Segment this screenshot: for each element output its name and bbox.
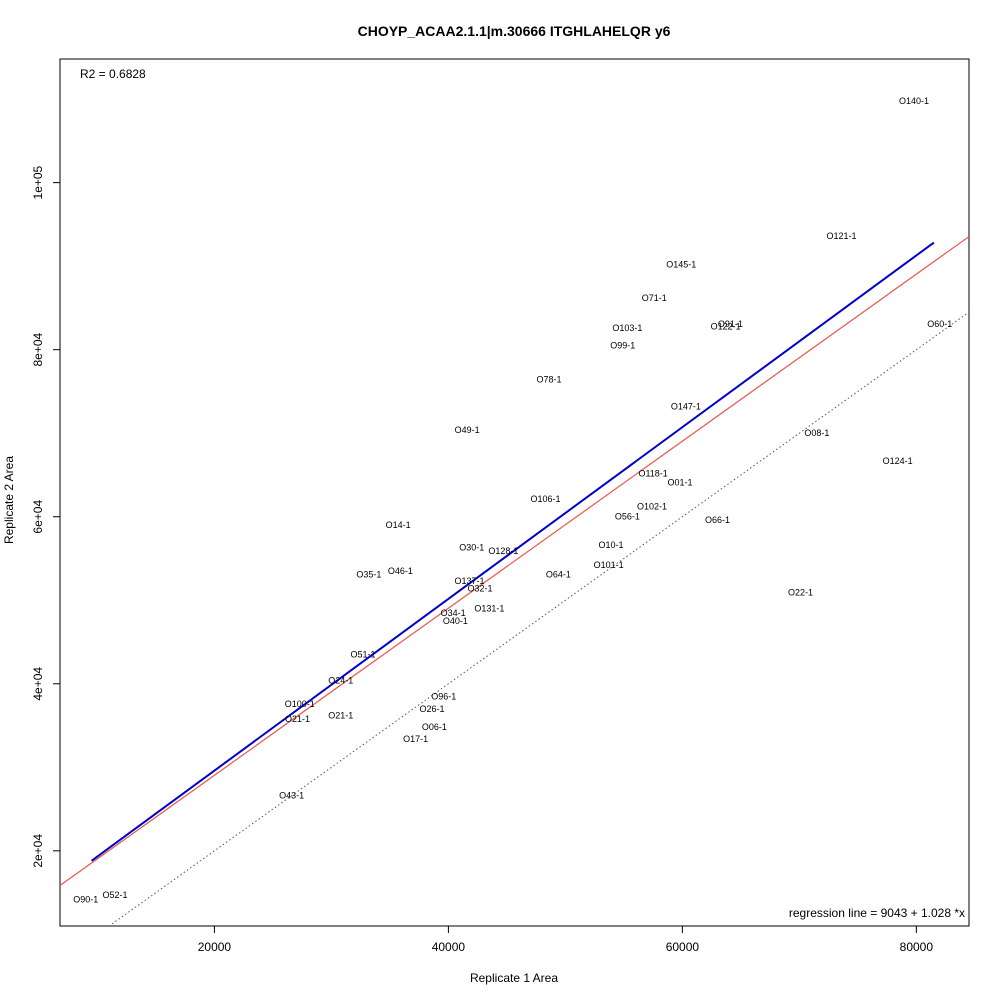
point-label: O102-1 [637, 502, 667, 512]
point-label: O01-1 [668, 477, 693, 487]
point-label: O30-1 [459, 543, 484, 553]
point-label: O26-1 [420, 704, 445, 714]
point-label: O21-1 [285, 714, 310, 724]
y-tick-label: 6e+04 [31, 500, 45, 534]
point-label: O60-1 [927, 319, 952, 329]
fit-lines [60, 236, 969, 926]
point-label: O131-1 [474, 604, 504, 614]
x-axis: 20000 40000 60000 80000 [198, 926, 934, 954]
x-tick-label: 60000 [666, 940, 700, 954]
y-tick-label: 2e+04 [31, 834, 45, 868]
identity-line [108, 311, 969, 926]
point-label: O40-1 [443, 616, 468, 626]
x-axis-label: Replicate 1 Area [470, 971, 558, 985]
point-label: O51-1 [350, 650, 375, 660]
point-label: O71-1 [642, 293, 667, 303]
point-label: O64-1 [546, 569, 571, 579]
point-label: O17-1 [403, 734, 428, 744]
point-label: O06-1 [422, 722, 447, 732]
point-label: O08-1 [804, 428, 829, 438]
point-label: O96-1 [431, 691, 456, 701]
point-label: O99-1 [610, 340, 635, 350]
point-label: O43-1 [279, 791, 304, 801]
point-label: O121-1 [826, 231, 856, 241]
point-label: O147-1 [671, 401, 701, 411]
point-label: O128-1 [488, 546, 518, 556]
reference-line [60, 236, 969, 887]
point-label: O78-1 [537, 375, 562, 385]
point-label: O106-1 [530, 494, 560, 504]
point-label: O66-1 [705, 515, 730, 525]
point-label: O56-1 [615, 512, 640, 522]
point-label: O34-1 [441, 608, 466, 618]
y-tick-label: 8e+04 [31, 332, 45, 366]
regression-line [90, 241, 935, 862]
point-label: O100-1 [285, 699, 315, 709]
point-label: O124-1 [883, 456, 913, 466]
chart-title: CHOYP_ACAA2.1.1|m.30666 ITGHLAHELQR y6 [358, 23, 671, 39]
r2-annotation: R2 = 0.6828 [80, 67, 146, 81]
point-label: O10-1 [599, 540, 624, 550]
point-label: O137-1 [454, 576, 484, 586]
y-axis: 2e+04 4e+04 6e+04 8e+04 1e+05 [31, 165, 60, 868]
point-label: O49-1 [455, 425, 480, 435]
point-label: O118-1 [638, 468, 667, 478]
y-tick-label: 4e+04 [31, 667, 45, 701]
x-tick-label: 20000 [198, 940, 232, 954]
point-label: O32-1 [467, 584, 492, 594]
plot-frame [59, 58, 970, 927]
point-label: O145-1 [666, 259, 696, 269]
x-tick-label: 40000 [432, 940, 466, 954]
regression-annotation: regression line = 9043 + 1.028 *x [789, 906, 965, 920]
point-label: O22-1 [788, 588, 813, 598]
point-label: O91-1 [718, 319, 743, 329]
x-tick-label: 80000 [900, 940, 934, 954]
point-label: O90-1 [73, 894, 98, 904]
point-label: O24-1 [328, 675, 353, 685]
point-label: O21-1 [328, 711, 353, 721]
point-labels: O140-1 O121-1 O145-1 O71-1 O103-1 O91-1O122-1… [73, 96, 952, 905]
point-label: O52-1 [102, 890, 127, 900]
y-tick-label: 1e+05 [31, 165, 45, 199]
point-label: O101-1 [594, 560, 624, 570]
point-label: O140-1 [899, 96, 929, 106]
y-axis-label: Replicate 2 Area [2, 456, 16, 544]
point-label: O122-1 [711, 321, 741, 331]
point-label: O35-1 [356, 569, 381, 579]
point-label: O14-1 [386, 520, 411, 530]
point-label: O103-1 [612, 323, 642, 333]
point-label: O46-1 [388, 566, 413, 576]
